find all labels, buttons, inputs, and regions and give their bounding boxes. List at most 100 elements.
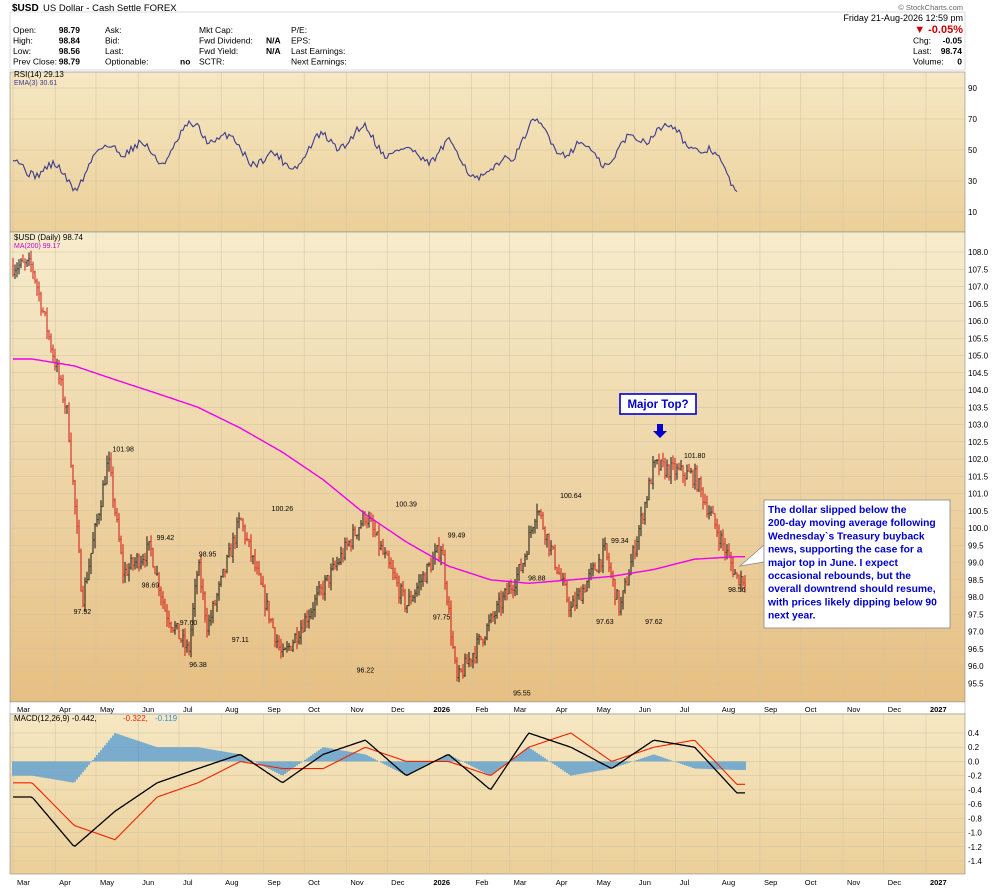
month-label: Oct	[308, 705, 321, 714]
comment-box	[763, 499, 951, 629]
price-tick: 103.0	[968, 421, 989, 430]
price-tick: 106.5	[968, 300, 989, 309]
header-c2v-3: no	[180, 57, 190, 67]
price-label: 97.62	[645, 619, 663, 626]
price-tick: 97.0	[968, 628, 984, 637]
rsi-panel: 90 70 50 30 10 RSI(14) 29.13 EMA(3) 30.61	[9, 70, 977, 233]
month-label: Aug	[225, 878, 238, 887]
month-label: May	[597, 878, 611, 887]
price-label: 100.39	[396, 502, 418, 509]
macd-tick: 0.0	[968, 757, 980, 766]
price-legend-2: MA(200) 99.17	[14, 243, 60, 250]
price-legend-1: $USD (Daily) 98.74	[14, 233, 83, 242]
ma200-line	[13, 358, 745, 585]
price-label: 97.11	[232, 637, 249, 644]
header-c4l-3: Next Earnings:	[291, 57, 347, 67]
month-label: Dec	[391, 878, 405, 887]
rsi-legend-2: EMA(3) 30.61	[14, 80, 57, 87]
month-label: Nov	[350, 878, 364, 887]
major-top-label: Major Top?	[627, 399, 688, 411]
price-label: 101.80	[684, 453, 706, 460]
price-label: 99.49	[448, 533, 466, 540]
price-label: 99.42	[157, 535, 175, 542]
change-percent: ▼ -0.05%	[914, 24, 963, 36]
header-c1v-3: 98.79	[59, 57, 81, 67]
comment-line: next year.	[768, 611, 816, 622]
month-label: Nov	[847, 878, 861, 887]
month-label: Jul	[183, 705, 193, 714]
month-label: Aug	[722, 705, 735, 714]
rsi-tick: 30	[968, 177, 977, 186]
month-label: Mar	[17, 878, 30, 887]
price-tick: 106.0	[968, 317, 989, 326]
month-label: Jun	[639, 878, 651, 887]
month-label: Sep	[764, 705, 777, 714]
month-label: Sep	[267, 878, 280, 887]
price-tick: 107.0	[968, 283, 989, 292]
price-tick: 97.5	[968, 610, 984, 619]
watermark: © StockCharts.com	[898, 3, 963, 12]
price-label: 98.69	[142, 582, 160, 589]
price-label: 97.92	[74, 609, 92, 616]
header-c2l-1: Bid:	[105, 36, 120, 46]
rsi-tick: 90	[968, 84, 977, 93]
comment-line: 200-day moving average following	[768, 518, 936, 529]
month-axis-bottom: Mar Apr May Jun Jul Aug Sep Oct Nov Dec 2026 Feb Mar…	[17, 878, 947, 887]
comment-callout: The dollar slipped below the 200-day movi…	[738, 499, 951, 629]
month-label: Dec	[391, 705, 405, 714]
macd-legend-1: MACD(12,26,9) -0.442,	[14, 714, 97, 723]
price-tick: 103.5	[968, 403, 989, 412]
price-label: 95.55	[513, 691, 531, 698]
month-label: Jun	[142, 705, 154, 714]
price-label: 96.38	[189, 662, 207, 669]
price-tick: 100.5	[968, 507, 989, 516]
comment-line: with prices likely dipping below 90	[767, 597, 937, 608]
month-label: Aug	[225, 705, 238, 714]
month-label: Nov	[847, 705, 861, 714]
month-label: Apr	[59, 705, 71, 714]
header-c3v-2: N/A	[266, 46, 281, 56]
price-label: 97.60	[180, 620, 198, 627]
macd-panel: 0.4 0.2 0.0 -0.2 -0.4 -0.6 -0.8 -1.0 -1.2 -1.4 MA…	[9, 713, 982, 875]
macd-tick: -0.8	[968, 814, 982, 823]
header-c1l-3: Prev Close:	[13, 57, 57, 67]
price-tick: 100.0	[968, 524, 989, 533]
month-label: Jul	[183, 878, 193, 887]
header-c2l-3: Optionable:	[105, 57, 148, 67]
price-tick: 98.0	[968, 593, 984, 602]
price-tick: 107.5	[968, 265, 989, 274]
price-tick: 104.5	[968, 369, 989, 378]
candlestick-series	[12, 250, 746, 683]
header-stats: Open: 98.79 Ask: Mkt Cap: P/E: High: 98.84 Bid:…	[13, 25, 962, 67]
month-label: Nov	[350, 705, 364, 714]
major-top-box	[619, 393, 697, 415]
month-label: 2026	[433, 705, 450, 714]
rsi-legend-1: RSI(14) 29.13	[14, 70, 64, 79]
rsi-tick: 50	[968, 146, 977, 155]
month-label: Jul	[680, 705, 690, 714]
rsi-line	[12, 118, 738, 193]
month-label: 2027	[930, 878, 947, 887]
header-c5v-1: -0.05	[943, 36, 963, 46]
month-label: Apr	[59, 878, 71, 887]
comment-line: major top in June. I expect	[768, 558, 898, 569]
header-c5v-3: 0	[957, 57, 962, 67]
price-label: 100.26	[272, 506, 294, 513]
comment-line: news, supporting the case for a	[768, 545, 923, 556]
macd-legend-2: -0.322,	[123, 714, 148, 723]
price-panel: 108.0 107.5 107.0 106.5 106.0 105.5 105.0 104.5…	[9, 231, 989, 703]
rsi-tick: 10	[968, 208, 977, 217]
header-c3l-0: Mkt Cap:	[199, 25, 233, 35]
header-c4l-2: Last Earnings:	[291, 46, 345, 56]
price-tick: 96.0	[968, 662, 984, 671]
macd-histogram	[12, 733, 746, 783]
header-c1l-0: Open:	[13, 25, 36, 35]
month-label: Feb	[476, 878, 489, 887]
price-tick: 102.5	[968, 438, 989, 447]
month-label: May	[100, 878, 114, 887]
macd-tick: -1.4	[968, 857, 982, 866]
macd-tick: -1.2	[968, 843, 982, 852]
month-label: Oct	[805, 878, 818, 887]
header-c1v-2: 98.56	[59, 46, 81, 56]
